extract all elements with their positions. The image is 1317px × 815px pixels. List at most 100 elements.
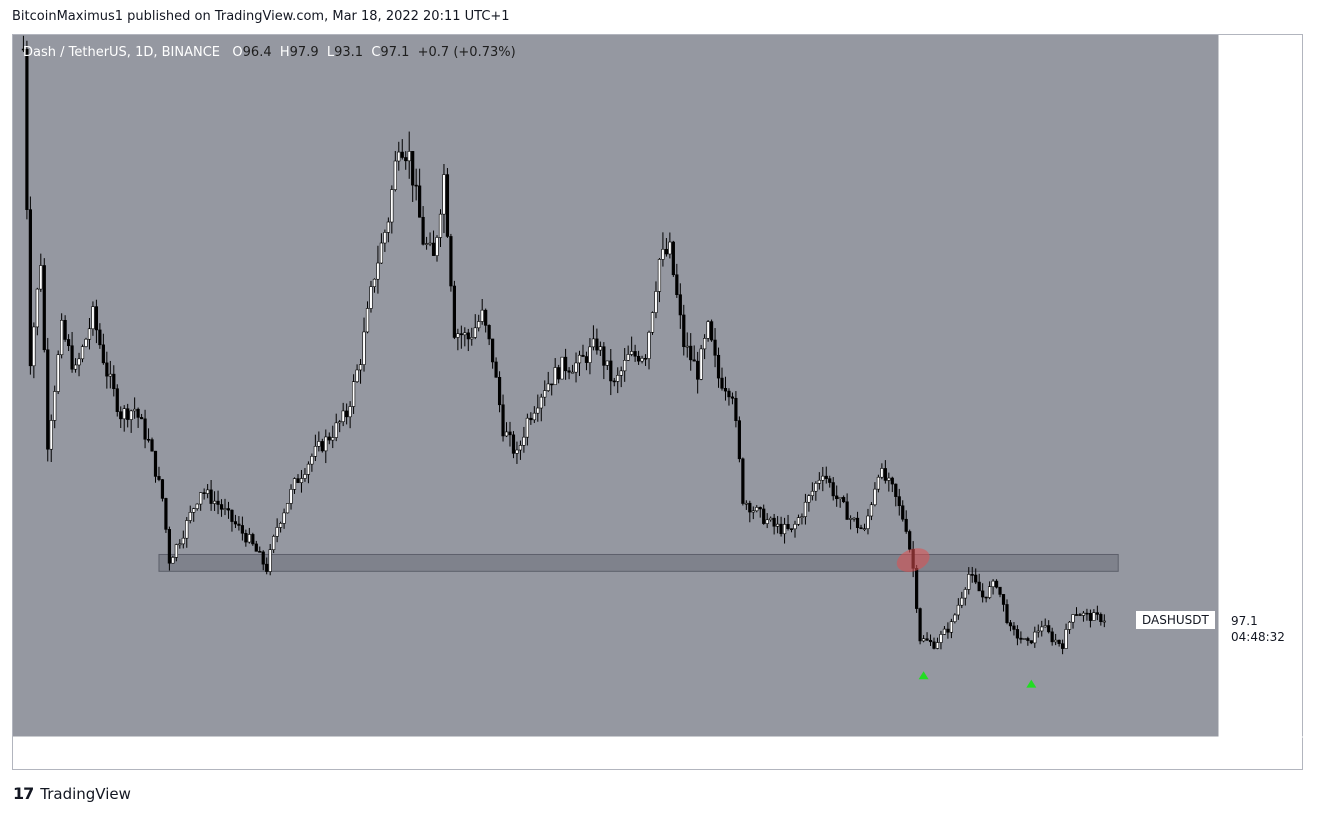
candle [588, 338, 592, 375]
last-price-tag: 97.1 04:48:32 [1221, 611, 1297, 649]
candle [56, 350, 60, 395]
candle [1088, 609, 1093, 628]
candle [716, 347, 721, 388]
candle-body [202, 492, 206, 494]
candle-body [1061, 643, 1065, 649]
price-tick-label: 120.0 [1231, 547, 1265, 561]
candle-body [574, 362, 578, 373]
candle-body [1022, 638, 1026, 640]
candle-body [612, 380, 616, 383]
candle [696, 351, 700, 394]
candle [206, 484, 210, 499]
candle-body [438, 213, 443, 238]
candle [574, 352, 578, 383]
candle-body [1043, 625, 1047, 628]
candle-body [848, 518, 853, 520]
candle [407, 131, 411, 179]
candle-body [1029, 640, 1033, 644]
candle-body [70, 345, 74, 370]
candle [1029, 640, 1033, 645]
candle-body [800, 516, 804, 518]
candle [501, 394, 505, 442]
candle [703, 334, 707, 360]
candle [1074, 607, 1079, 616]
candle-body [306, 463, 311, 475]
candle-body [212, 500, 217, 504]
tradingview-footer[interactable]: 17 TradingView [13, 784, 131, 803]
candle-body [522, 436, 526, 446]
candle [803, 493, 808, 525]
publisher-header: BitcoinMaximus1 published on TradingView… [12, 9, 510, 24]
candle [1043, 618, 1047, 628]
candle [789, 528, 794, 533]
candle-body [921, 638, 926, 642]
candle-body [299, 478, 304, 483]
candle [1081, 611, 1086, 622]
currency-button[interactable]: USDT [1240, 43, 1283, 61]
candle-body [261, 551, 265, 565]
time-tick-label: Oct [509, 747, 531, 762]
candle [383, 229, 387, 252]
candle-body [1033, 631, 1037, 644]
candle [908, 529, 912, 553]
candle-body [630, 351, 634, 355]
candle-body [119, 411, 123, 420]
candle [84, 337, 88, 348]
candle [1022, 638, 1026, 640]
candle [751, 506, 755, 520]
legend-low-value: 93.1 [334, 45, 364, 60]
green-up-arrow [918, 671, 929, 680]
candle [313, 434, 317, 462]
candle-body [935, 642, 940, 649]
candle [539, 393, 543, 422]
candle-body [814, 483, 818, 492]
candle-body [108, 373, 112, 377]
candle [643, 354, 648, 366]
candle-body [553, 367, 557, 386]
candle [320, 438, 324, 453]
candle-body [487, 325, 491, 340]
legend-change: +0.7 (+0.73%) [417, 45, 516, 60]
candle-body [703, 338, 707, 350]
candle [821, 466, 825, 492]
candle [21, 35, 26, 53]
candle-body [397, 151, 401, 162]
candle-body [591, 338, 596, 348]
candle-body [167, 529, 171, 564]
candle [202, 488, 206, 500]
candle-body [1012, 625, 1016, 630]
candle-body [185, 520, 189, 539]
candle-body [557, 367, 561, 380]
price-tick-label: 80.0 [1231, 660, 1258, 674]
candle [351, 374, 356, 414]
candle [1064, 623, 1068, 650]
candle [817, 472, 821, 490]
candle-body [1005, 604, 1009, 623]
candle [400, 139, 404, 160]
candle-body [751, 510, 755, 513]
candle-body [619, 370, 623, 376]
candle [543, 380, 547, 407]
candle-body [491, 338, 495, 363]
candle-body [602, 346, 606, 366]
candle-body [1015, 629, 1020, 639]
candle-body [650, 312, 655, 333]
candle-body [793, 523, 797, 530]
candle [963, 587, 967, 606]
candle [755, 505, 759, 513]
candle [188, 505, 192, 524]
candle-body [560, 356, 564, 380]
candle [525, 413, 529, 446]
candle [164, 497, 168, 533]
legend-high-label: H [279, 45, 290, 60]
candle-body [188, 512, 192, 521]
candle [508, 421, 512, 447]
candle-body [647, 331, 651, 359]
candle [782, 517, 787, 544]
candle-body [386, 221, 390, 233]
candle-body [494, 361, 498, 378]
candle [678, 283, 682, 329]
candle [411, 151, 415, 202]
candle-body [762, 508, 766, 524]
